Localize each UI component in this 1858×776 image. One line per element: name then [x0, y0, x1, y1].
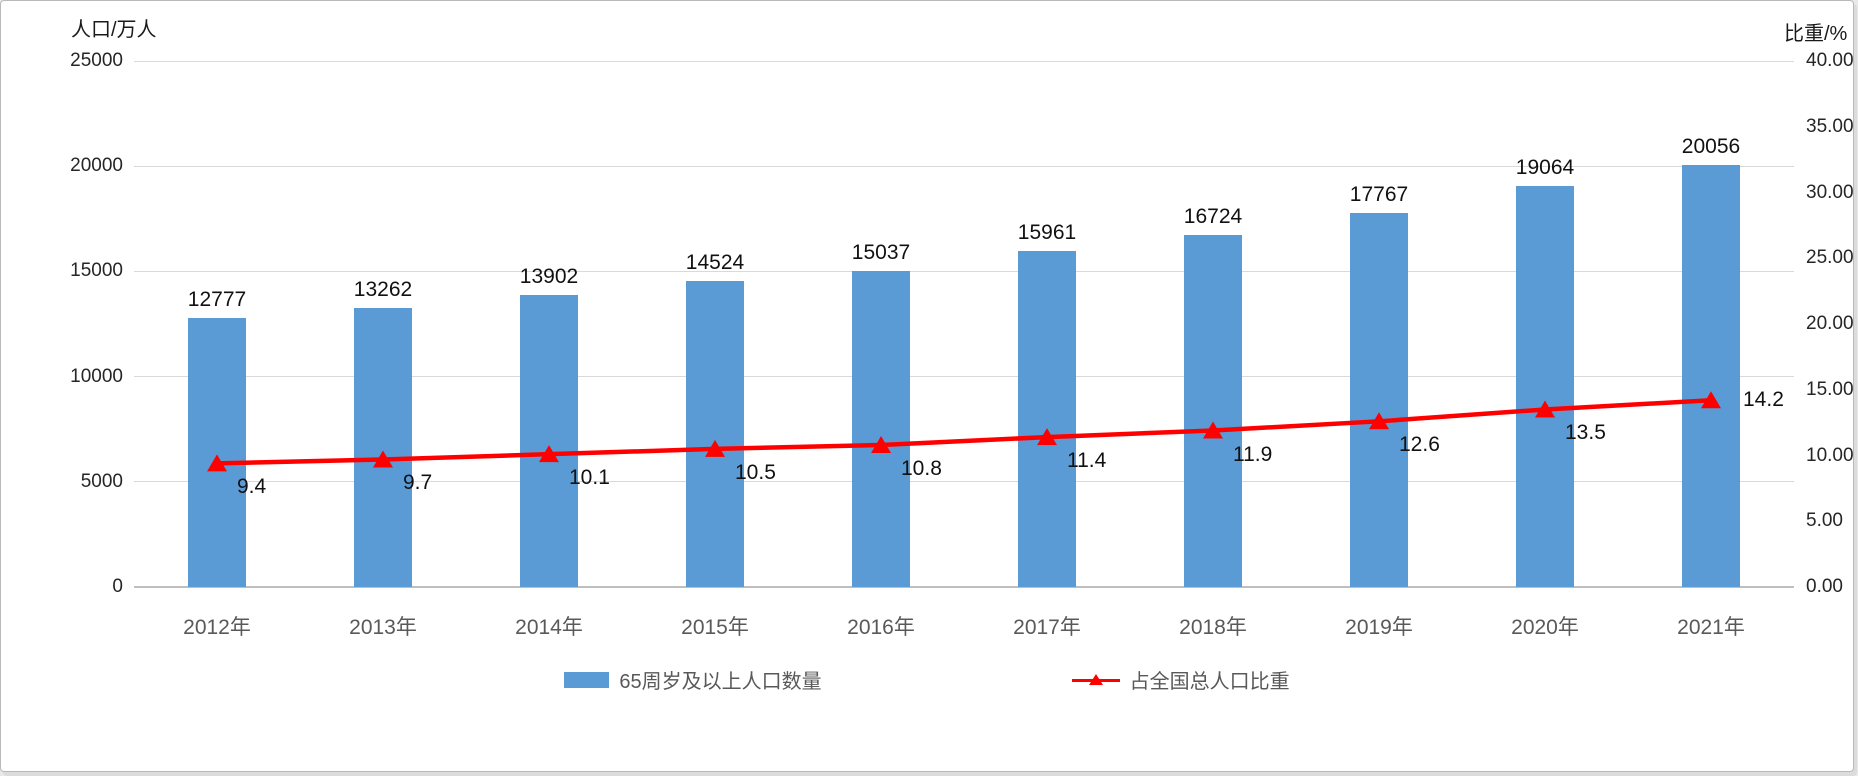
right-axis-title: 比重/% — [1784, 23, 1848, 45]
bar-series-swatch-icon — [564, 671, 610, 688]
right-axis-tick: 25.00 — [1806, 247, 1854, 269]
category-label: 2013年 — [349, 616, 417, 639]
category-label: 2021年 — [1677, 616, 1745, 639]
category-label: 2017年 — [1013, 616, 1081, 639]
line-value-label: 14.2 — [1743, 388, 1784, 412]
bar — [852, 270, 910, 587]
right-axis-tick: 35.00 — [1806, 115, 1854, 137]
left-axis-title: 人口/万人 — [71, 19, 157, 41]
bar — [686, 281, 744, 587]
right-axis-tick: 30.00 — [1806, 181, 1854, 203]
left-axis-tick: 25000 — [70, 50, 123, 71]
left-axis-tick: 15000 — [70, 260, 123, 282]
line-value-label: 12.6 — [1399, 433, 1440, 457]
bar — [1350, 213, 1408, 587]
line-value-label: 13.5 — [1565, 421, 1606, 445]
right-axis-tick: 10.00 — [1806, 444, 1854, 466]
bar-value-label: 20056 — [1681, 135, 1741, 159]
line-value-label: 11.9 — [1233, 442, 1273, 466]
category-label: 2020年 — [1511, 616, 1579, 639]
legend-item-bar-series: 65周岁及以上人口数量 — [564, 665, 822, 694]
line-value-label: 9.4 — [237, 475, 267, 499]
line-value-label: 10.5 — [735, 460, 776, 484]
line-value-label: 9.7 — [403, 471, 433, 495]
right-axis-tick: 15.00 — [1806, 378, 1854, 400]
category-label: 2019年 — [1345, 616, 1413, 639]
right-axis-tick: 5.00 — [1806, 510, 1843, 532]
bar — [520, 294, 578, 587]
right-axis-tick: 40.00 — [1806, 50, 1854, 71]
bar — [354, 307, 412, 587]
category-label: 2015年 — [681, 616, 749, 639]
bar-value-label: 17767 — [1349, 183, 1409, 207]
gridline — [134, 60, 1794, 62]
left-axis-tick: 20000 — [70, 155, 123, 177]
category-label: 2018年 — [1179, 616, 1247, 639]
gridline — [134, 165, 1794, 167]
line-value-label: 10.8 — [901, 456, 942, 480]
bar — [1184, 235, 1242, 587]
right-axis-tick: 20.00 — [1806, 313, 1854, 334]
category-label: 2014年 — [515, 616, 583, 639]
left-axis-tick: 0 — [112, 576, 123, 597]
line-value-label: 11.4 — [1067, 449, 1107, 473]
bar — [1682, 165, 1740, 587]
x-axis-line — [134, 586, 1794, 588]
category-label: 2016年 — [847, 616, 915, 639]
legend-item-line-series: 占全国总人口比重 — [1071, 665, 1290, 694]
bar-value-label: 13902 — [519, 264, 579, 288]
bar — [188, 318, 246, 587]
bar-value-label: 15037 — [851, 240, 911, 264]
gridline — [134, 270, 1794, 272]
legend-label: 65周岁及以上人口数量 — [619, 671, 822, 693]
bar-value-label: 12777 — [187, 288, 247, 312]
bar-value-label: 15961 — [1017, 221, 1077, 245]
gridline — [134, 376, 1794, 378]
chart-legend: 65周岁及以上人口数量 占全国总人口比重 — [1, 665, 1853, 694]
bar-value-label: 16724 — [1183, 205, 1243, 229]
legend-label: 占全国总人口比重 — [1129, 671, 1290, 693]
left-axis-tick: 5000 — [80, 470, 123, 492]
bar-value-label: 13262 — [353, 277, 413, 301]
line-value-label: 10.1 — [569, 466, 610, 490]
bar-value-label: 19064 — [1515, 155, 1575, 179]
right-axis-tick: 0.00 — [1806, 576, 1843, 597]
left-axis-tick: 10000 — [70, 365, 123, 387]
line-series-swatch-icon — [1071, 671, 1120, 689]
bar — [1018, 251, 1076, 587]
category-label: 2012年 — [183, 616, 251, 639]
gridline — [134, 481, 1794, 483]
bar-value-label: 14524 — [685, 251, 745, 275]
bar — [1516, 185, 1574, 587]
line-path — [216, 398, 1712, 466]
